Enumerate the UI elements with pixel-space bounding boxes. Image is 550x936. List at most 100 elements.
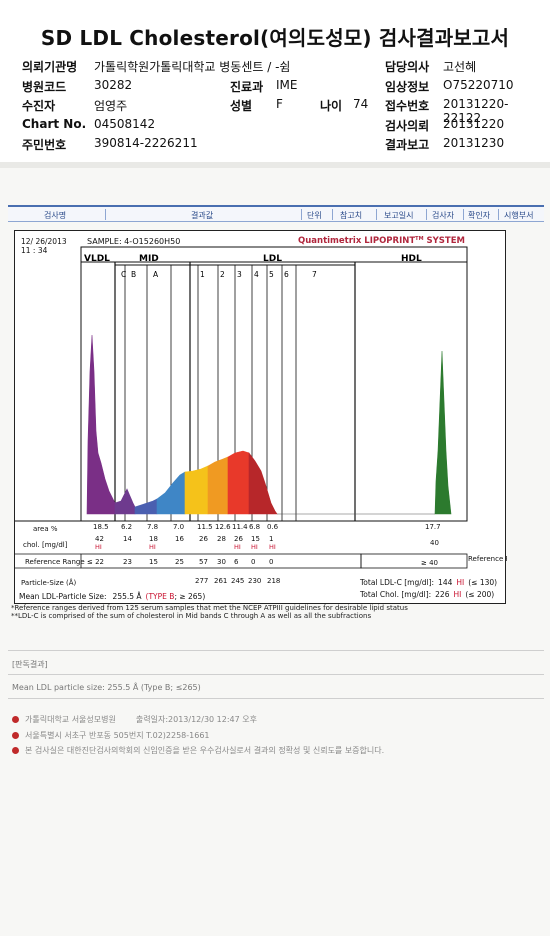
judgement-label: [판독결과] bbox=[12, 660, 48, 669]
area-value: 12.6 bbox=[215, 523, 231, 531]
row-size-label: Particle-Size (Å) bbox=[21, 578, 77, 587]
chol-hi-flag: HI bbox=[234, 543, 241, 551]
ref-value: 30 bbox=[217, 558, 226, 566]
age-label: 나이 bbox=[320, 99, 343, 113]
mid-band-B: B bbox=[131, 270, 136, 279]
divider bbox=[8, 674, 544, 675]
chol-value: 42 bbox=[95, 535, 104, 543]
particle-size-value: 245 bbox=[231, 577, 244, 585]
particle-size-value: 261 bbox=[214, 577, 227, 585]
mid-band-C: C bbox=[121, 270, 126, 279]
chol-hi-flag: HI bbox=[251, 543, 258, 551]
particle-size-value: 218 bbox=[267, 577, 280, 585]
chol-value: 18 bbox=[149, 535, 158, 543]
ldl-band-6: 6 bbox=[284, 270, 289, 279]
report-time: 11 : 34 bbox=[21, 246, 48, 255]
rrn-value: 390814-2226211 bbox=[94, 136, 198, 150]
particle-size-value: 230 bbox=[248, 577, 261, 585]
ldl-band-5: 5 bbox=[269, 270, 274, 279]
particle-size-value: 277 bbox=[195, 577, 208, 585]
group-hdl: HDL bbox=[401, 254, 422, 264]
area-value: 6.2 bbox=[121, 523, 132, 531]
row-area-label: area % bbox=[33, 525, 58, 533]
doctor-value: 고선혜 bbox=[443, 60, 477, 74]
ldl-band-1: 1 bbox=[200, 270, 205, 279]
chart-no-label: Chart No. bbox=[22, 116, 87, 131]
ref-value: 15 bbox=[149, 558, 158, 566]
request-value: 20131220 bbox=[443, 116, 505, 131]
ldl-band-2: 2 bbox=[220, 270, 225, 279]
area-value: 11.4 bbox=[232, 523, 248, 531]
mid-b-area bbox=[134, 498, 158, 515]
report-title: SD LDL Cholesterol(여의도성모) 검사결과보고서 bbox=[40, 26, 510, 50]
mean-ldl-size: Mean LDL-Particle Size: 255.5 Å (TYPE B; ≥… bbox=[19, 592, 205, 601]
age-value: 74 bbox=[353, 97, 369, 111]
area-value: 7.0 bbox=[173, 523, 184, 531]
divider bbox=[8, 650, 544, 651]
scan-edge bbox=[0, 162, 550, 168]
ldl-band-7: 7 bbox=[312, 270, 317, 279]
hdl-area: 17.7 bbox=[425, 523, 441, 531]
ldl1-area bbox=[184, 465, 209, 515]
clinical-label: 임상정보 bbox=[385, 79, 430, 94]
chart-no-value: 04508142 bbox=[94, 116, 156, 131]
receipt-value: 20131220-22122 bbox=[443, 97, 509, 125]
total-chol: Total Chol. [mg/dl]: 226 HI (≤ 200) bbox=[359, 590, 494, 599]
tab-unit: 단위 bbox=[307, 211, 322, 220]
bullet-icon bbox=[12, 716, 19, 723]
ref-value: 23 bbox=[123, 558, 132, 566]
bullet-icon bbox=[12, 732, 19, 739]
ref-value: 6 bbox=[234, 558, 239, 566]
ref-value: ≤ 22 bbox=[87, 558, 104, 566]
area-value: 0.6 bbox=[267, 523, 279, 531]
patient-label: 수진자 bbox=[22, 99, 56, 113]
row-ref-label: Reference Range bbox=[25, 558, 85, 566]
bullet-icon bbox=[12, 747, 19, 754]
mid-c-area bbox=[114, 488, 136, 515]
brand-name: Quantimetrix LIPOPRINTTM SYSTEM bbox=[298, 236, 465, 246]
clinical-value: O75220710 bbox=[443, 77, 514, 92]
ref-value: 0 bbox=[269, 558, 273, 566]
hdl-peak bbox=[434, 350, 452, 515]
area-value: 11.5 bbox=[197, 523, 213, 531]
chol-value: 15 bbox=[251, 535, 260, 543]
header-info: 의뢰기관명 가톨릭학원가톨릭대학교 병동센트 / -쉼 담당의사 고선혜 병원코… bbox=[22, 58, 532, 156]
row-chol-label: chol. [mg/dl] bbox=[23, 541, 68, 549]
area-value: 7.8 bbox=[147, 523, 158, 531]
area-value: 18.5 bbox=[93, 523, 109, 531]
tab-test-name: 검사명 bbox=[44, 211, 67, 220]
footer-line-1: 가톨릭대학교 서울성모병원 출력일자:2013/12/30 12:47 오후 bbox=[12, 714, 257, 725]
summary: Mean LDL-Particle Size: 255.5 Å (TYPE B; ≥… bbox=[19, 578, 497, 601]
ref-value: 0 bbox=[251, 558, 255, 566]
institution-value: 가톨릭학원가톨릭대학교 병동센트 / -쉼 bbox=[94, 60, 291, 74]
result-column-header: 검사명 결과값 단위 참고치 보고일시 검사자 확인자 시행부서 bbox=[8, 205, 544, 222]
report-date-value: 20131230 bbox=[443, 136, 505, 150]
patient-value: 엄영주 bbox=[94, 99, 128, 113]
lipoprint-report: 12/ 26/2013 11 : 34 SAMPLE: 4-O15260H50 … bbox=[14, 230, 507, 604]
dept-label: 진료과 bbox=[230, 79, 264, 94]
ldl2-area bbox=[207, 456, 229, 515]
hospital-code-value: 30282 bbox=[94, 77, 133, 92]
tab-report-time: 보고일시 bbox=[384, 211, 414, 220]
total-ldl: Total LDL-C [mg/dl]: 144 HI (≤ 130) bbox=[359, 578, 497, 587]
group-vldl: VLDL bbox=[84, 254, 110, 264]
hospital-code-label: 병원코드 bbox=[22, 79, 67, 94]
ref-right-label: Reference Range bbox=[468, 555, 507, 563]
ldl-band-3: 3 bbox=[237, 270, 242, 279]
group-ldl: LDL bbox=[263, 254, 282, 264]
receipt-label: 접수번호 bbox=[385, 99, 430, 113]
hdl-chol: 40 bbox=[430, 539, 439, 547]
chol-hi-flag: HI bbox=[149, 543, 156, 551]
rrn-label: 주민번호 bbox=[22, 138, 67, 152]
report-date-label: 결과보고 bbox=[385, 138, 430, 152]
group-mid: MID bbox=[139, 254, 159, 264]
ref-value: 25 bbox=[175, 558, 184, 566]
doctor-label: 담당의사 bbox=[385, 60, 430, 74]
footnote-reference: *Reference ranges derived from 125 serum… bbox=[11, 604, 408, 612]
chol-value: 16 bbox=[175, 535, 184, 543]
tab-department: 시행부서 bbox=[504, 211, 534, 220]
electrophoresis-trace bbox=[86, 334, 452, 515]
divider bbox=[8, 698, 544, 699]
sex-value: F bbox=[276, 97, 283, 111]
